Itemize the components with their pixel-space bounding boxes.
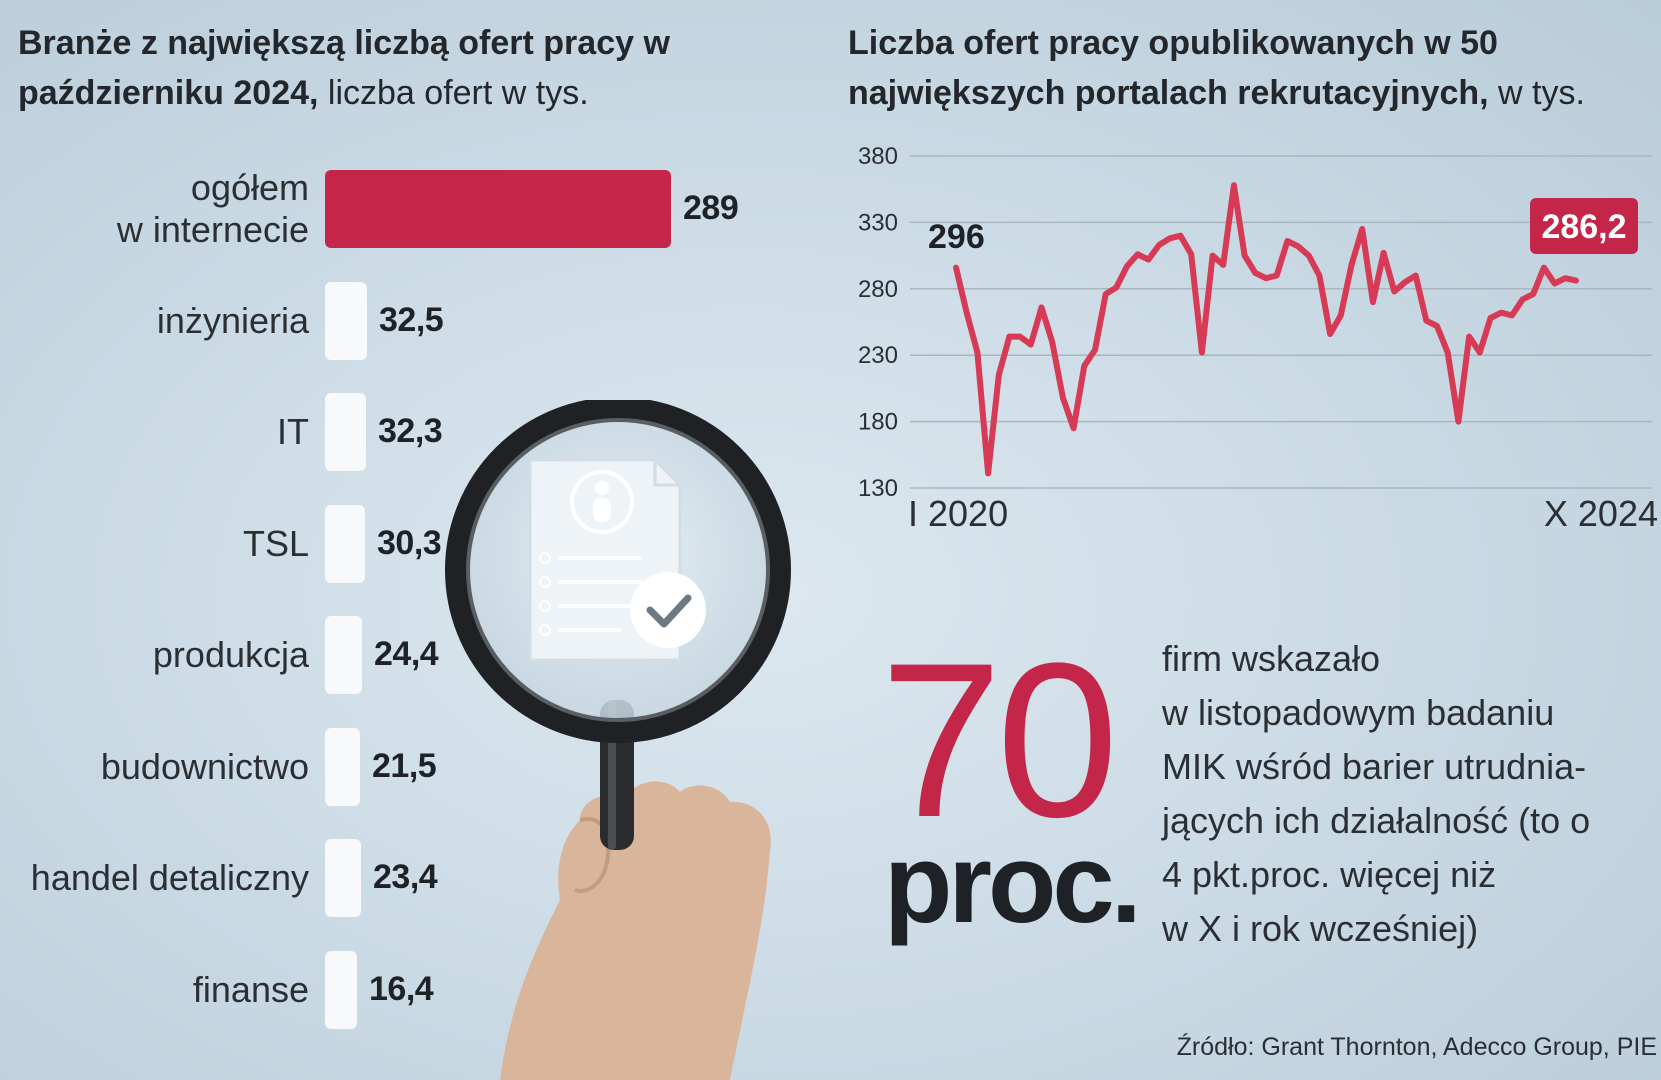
line-chart: 380 330 280 230 180 130 I 2020 X 2024 296 286,2: [858, 143, 1658, 530]
checkmark-icon: [630, 572, 706, 648]
bar-category-label: budownictwo: [100, 745, 309, 787]
y-tick-label: 280: [858, 276, 898, 303]
bar-category-label: TSL: [242, 522, 309, 564]
start-value-label: 296: [928, 218, 985, 256]
bar: [325, 393, 366, 471]
line-chart-title-unit: w tys.: [1488, 74, 1585, 112]
bar-value-label: 21,5: [372, 746, 437, 785]
bar: [325, 170, 671, 248]
bar-value-label: 24,4: [374, 635, 439, 673]
end-value-label: 286,2: [1541, 208, 1626, 246]
bar-value-label: 32,3: [378, 412, 443, 450]
magnifier-illustration: [445, 400, 791, 1080]
stat-description: firm wskazało w listopadowym badaniu MIK…: [1162, 638, 1591, 949]
bar-category-label: produkcja: [152, 634, 309, 675]
bar: [325, 950, 357, 1029]
bar-value-label: 32,5: [379, 300, 444, 339]
bar: [325, 727, 360, 806]
bar-value-label: 30,3: [377, 523, 442, 562]
bar-value-label: 23,4: [373, 858, 438, 896]
y-tick-label: 130: [858, 475, 898, 502]
bar-chart-title-bold: Branże z największą liczbą ofert pracy w…: [18, 24, 670, 112]
stat-unit: proc.: [884, 821, 1142, 946]
x-end-label: X 2024: [1544, 493, 1658, 530]
line-chart-title: Liczba ofert pracy opublikowanych w 50 n…: [848, 18, 1648, 118]
bar-value-label: 289: [683, 189, 739, 227]
x-start-label: I 2020: [908, 493, 1008, 530]
y-tick-label: 330: [858, 209, 898, 236]
bar-category-label: inżynieria: [156, 299, 309, 341]
y-tick-label: 180: [858, 409, 898, 436]
stat-number: 70: [880, 617, 1119, 863]
y-tick-label: 230: [858, 342, 898, 369]
bar-chart-title: Branże z największą liczbą ofert pracy w…: [18, 18, 778, 118]
bar: [325, 839, 361, 917]
bar-category-label: ogółem w internecie: [116, 167, 309, 250]
bar-category-label: IT: [277, 411, 309, 452]
line-chart-title-bold: Liczba ofert pracy opublikowanych w 50 n…: [848, 24, 1498, 112]
end-value-badge: [1530, 198, 1638, 254]
source-note: Źródło: Grant Thornton, Adecco Group, PI…: [1176, 1033, 1657, 1061]
bar-chart-title-unit: liczba ofert w tys.: [318, 74, 589, 112]
y-tick-label: 380: [858, 143, 898, 170]
bar: [325, 504, 365, 583]
bar-category-label: handel detaliczny: [30, 857, 309, 898]
bar: [325, 616, 362, 694]
series-line: [953, 182, 1579, 477]
bar-category-label: finanse: [192, 968, 309, 1010]
bar-value-label: 16,4: [369, 969, 434, 1008]
bar: [325, 281, 367, 360]
